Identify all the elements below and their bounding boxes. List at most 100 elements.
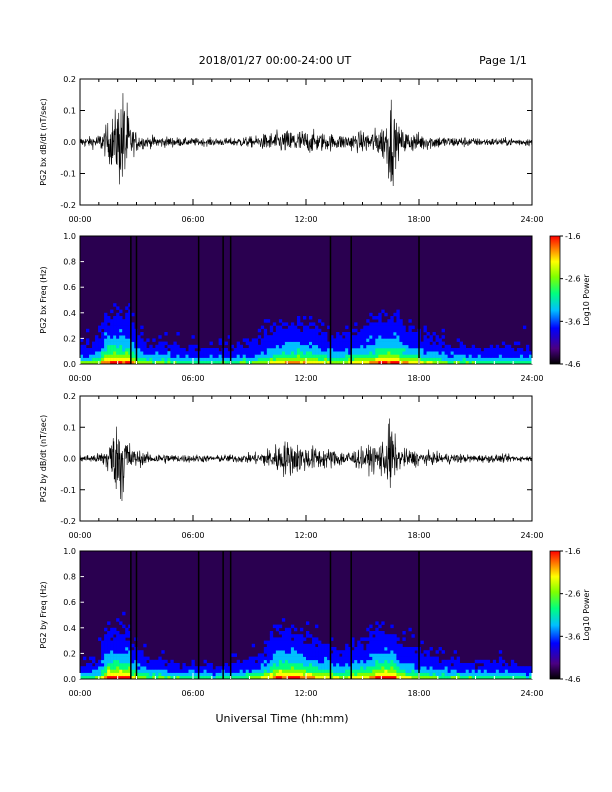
spectrogram-cell [119,640,123,645]
spectrogram-cell [176,675,180,680]
spectrogram-cell [387,666,391,670]
spectrogram-cell [384,663,388,667]
spectrogram-cell [444,659,448,664]
spectrogram-cell [465,357,470,362]
spectrogram-cell [299,663,304,667]
spectrogram-cell [158,659,162,664]
spectrogram-cell [251,666,256,670]
spectrogram-cell [119,650,123,654]
spectrogram-cell [372,631,376,635]
spectrogram-cell [318,357,322,362]
spectrogram-cell [384,666,388,670]
spectrogram-cell [375,341,379,346]
spectrogram-cell [426,666,430,670]
spectrogram-cell [116,348,120,352]
spectrogram-cell [426,357,430,362]
spectrogram-cell [312,663,316,667]
spectrogram-cell [330,653,334,657]
x-tick-label: 06:00 [181,689,204,698]
spectrogram-cell [290,341,295,346]
spectrogram-cell [372,672,376,677]
spectrogram-cell [372,669,376,673]
spectrogram-cell [324,659,328,664]
spectrogram-cell [408,319,412,323]
spectrogram-cell [206,672,210,677]
spectrogram-cell [263,335,268,339]
spectrogram-cell [402,325,406,330]
spectrogram-cell [402,360,406,365]
spectrogram-cell [155,348,159,352]
spectrogram-cell [296,354,301,358]
spectrogram-cell [149,659,153,664]
spectrogram-cell [290,332,295,336]
spectrogram-cell [302,348,307,352]
spectrogram-cell [480,360,485,365]
spectrogram-cell [287,360,292,365]
spectrogram-cell [251,643,256,648]
spectrogram-cell [242,659,247,664]
spectrogram-cell [302,325,307,330]
spectrogram-cell [459,672,463,677]
spectrogram-cell [306,360,310,365]
spectrogram-cell [209,357,213,362]
spectrogram-cell [405,357,409,362]
spectrogram-cell [438,341,442,346]
spectrogram-cell [375,643,379,648]
spectrogram-cell [299,354,304,358]
spectrogram-cell [263,656,268,661]
spectrogram-cell [95,357,99,362]
spectrogram-cell [152,669,156,673]
x-tick-label: 18:00 [407,374,430,383]
spectrogram-cell [296,650,301,654]
spectrogram-cell [113,631,117,635]
spectrogram-cell [143,360,147,365]
spectrogram-cell [293,325,298,330]
spectrogram-cell [101,675,105,680]
spectrogram-cell [324,656,328,661]
spectrogram-cell [468,675,473,680]
spectrogram-cell [330,341,334,346]
spectrogram-cell [372,360,376,365]
spectrogram-cell [104,328,108,333]
spectrogram-cell [164,348,168,352]
spectrogram-cell [525,675,530,680]
spectrogram-cell [360,656,364,661]
spectrogram-cell [185,675,189,680]
spectrogram-cell [242,354,247,358]
spectrogram-cell [333,656,337,661]
spectrogram-cell [489,666,494,670]
spectrogram-cell [384,640,388,645]
spectrogram-cell [257,360,262,365]
spectrogram-cell [272,351,277,355]
spectrogram-cell [351,357,355,362]
spectrogram-cell [489,354,494,358]
spectrogram-cell [302,659,307,664]
spectrogram-cell [191,351,195,355]
spectrogram-cell [399,675,403,680]
spectrogram-cell [402,672,406,677]
spectrogram-cell [110,360,114,365]
spectrogram-cell [98,360,102,365]
spectrogram-cell [173,360,177,365]
spectrogram-cell [369,653,373,657]
spectrogram-cell [80,357,84,362]
spectrogram-cell [471,348,476,352]
spectrogram-cell [339,357,343,362]
spectrogram-cell [489,663,494,667]
spectrogram-cell [486,663,491,667]
spectrogram-cell [236,344,240,349]
spectrogram-cell [92,659,96,664]
spectrogram-cell [414,357,418,362]
spectrogram-cell [306,650,310,654]
spectrogram-cell [95,354,99,358]
spectrogram-cell [227,357,231,362]
spectrogram-cell [119,634,123,638]
spectrogram-cell [236,672,240,677]
spectrogram-cell [339,351,343,355]
spectrogram-cell [275,325,280,330]
spectrogram-cell [369,672,373,677]
spectrogram-cell [429,669,433,673]
spectrogram-cell [327,669,331,673]
spectrogram-cell [107,332,111,336]
spectrogram-cell [236,663,240,667]
